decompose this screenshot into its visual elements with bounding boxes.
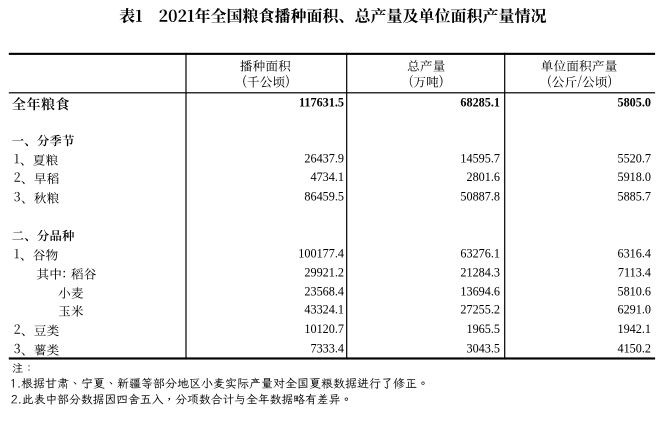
svg-text:6291.0: 6291.0 [617, 303, 651, 317]
svg-text:4734.1: 4734.1 [310, 170, 344, 184]
svg-text:50887.8: 50887.8 [460, 190, 500, 204]
svg-text:27255.2: 27255.2 [460, 303, 500, 317]
svg-text:4150.2: 4150.2 [617, 342, 651, 356]
svg-text:68285.1: 68285.1 [460, 96, 500, 110]
svg-text:3043.5: 3043.5 [466, 342, 500, 356]
svg-text:13694.6: 13694.6 [460, 285, 500, 299]
svg-text:5918.0: 5918.0 [617, 170, 651, 184]
svg-text:5520.7: 5520.7 [617, 152, 651, 166]
svg-text:5810.6: 5810.6 [617, 285, 651, 299]
svg-text:1942.1: 1942.1 [617, 322, 651, 336]
svg-text:2801.6: 2801.6 [466, 170, 500, 184]
svg-text:5805.0: 5805.0 [617, 96, 651, 110]
svg-text:21284.3: 21284.3 [460, 266, 500, 280]
svg-text:43324.1: 43324.1 [304, 303, 344, 317]
svg-text:14595.7: 14595.7 [460, 152, 500, 166]
svg-text:23568.4: 23568.4 [304, 285, 344, 299]
svg-text:63276.1: 63276.1 [460, 247, 500, 261]
svg-text:29921.2: 29921.2 [304, 266, 344, 280]
svg-text:86459.5: 86459.5 [304, 190, 344, 204]
svg-text:117631.5: 117631.5 [299, 96, 344, 110]
svg-text:5885.7: 5885.7 [617, 190, 651, 204]
svg-text:7333.4: 7333.4 [310, 342, 344, 356]
svg-text:100177.4: 100177.4 [298, 247, 344, 261]
svg-text:10120.7: 10120.7 [304, 322, 344, 336]
svg-text:26437.9: 26437.9 [304, 152, 344, 166]
svg-text:7113.4: 7113.4 [618, 266, 651, 280]
svg-text:6316.4: 6316.4 [617, 247, 651, 261]
svg-text:1965.5: 1965.5 [466, 322, 500, 336]
